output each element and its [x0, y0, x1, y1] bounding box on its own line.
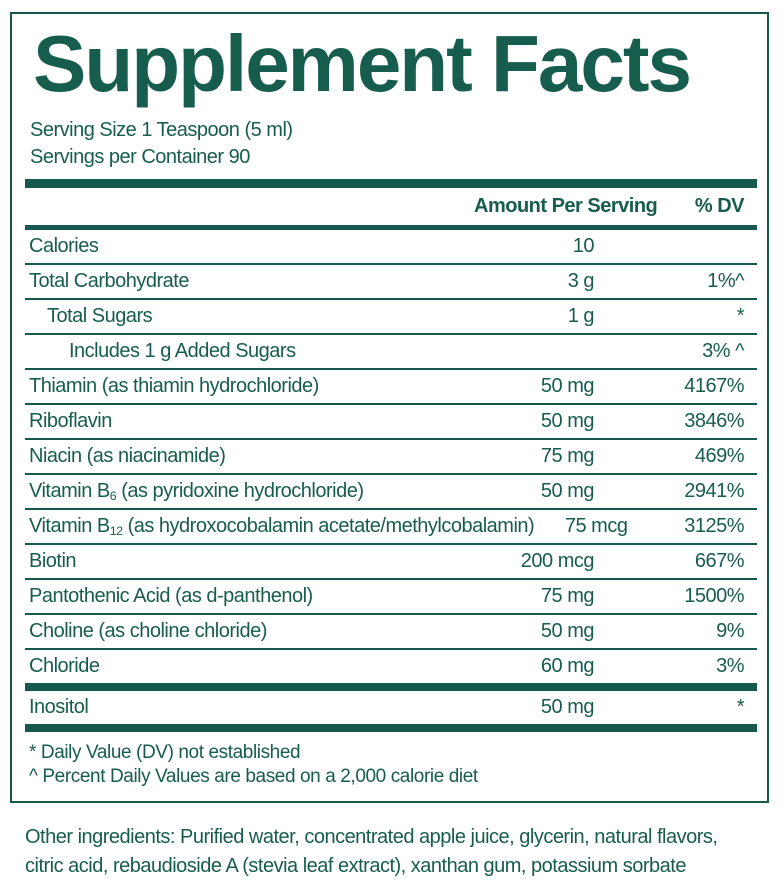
- footnote-dv-not-established: * Daily Value (DV) not established: [29, 742, 301, 764]
- nutrient-amount: 50 mg: [540, 696, 595, 719]
- nutrient-dv: 667%: [694, 550, 745, 573]
- table-row: Total Carbohydrate 3 g 1%^: [25, 263, 757, 298]
- nutrient-name: Niacin (as niacinamide): [29, 445, 226, 468]
- nutrient-dv: *: [736, 305, 745, 328]
- nutrient-dv: 3125%: [684, 515, 744, 538]
- serving-size-text: Serving Size 1 Teaspoon (5 ml): [30, 119, 293, 142]
- table-row: Pantothenic Acid (as d-panthenol) 75 mg 15…: [25, 578, 757, 613]
- nutrient-name: Total Carbohydrate: [29, 270, 189, 293]
- supplement-facts-panel: Supplement Facts Serving Size 1 Teaspoon…: [10, 12, 769, 804]
- nutrient-amount: 3 g: [567, 270, 595, 293]
- nutrient-amount: 75 mcg: [564, 515, 628, 538]
- nutrient-name: Total Sugars: [47, 305, 153, 328]
- nutrient-name: Includes 1 g Added Sugars: [69, 340, 296, 363]
- nutrient-amount: 50 mg: [540, 620, 595, 643]
- nutrient-name: Biotin: [29, 550, 77, 573]
- nutrient-amount: 60 mg: [540, 655, 595, 678]
- nutrient-dv: 469%: [694, 445, 745, 468]
- divider-thick-bottom: [25, 724, 757, 733]
- nutrient-amount: 200 mcg: [520, 550, 595, 573]
- nutrient-dv: 3846%: [684, 410, 744, 433]
- table-row: Choline (as choline chloride) 50 mg 9%: [25, 613, 757, 648]
- table-row: Vitamin B6 (as pyridoxine hydrochloride)…: [25, 473, 757, 508]
- nutrient-dv: 4167%: [684, 375, 744, 398]
- table-row: Riboflavin 50 mg 3846%: [25, 403, 757, 438]
- footnote-percent-daily-values: ^ Percent Daily Values are based on a 2,…: [29, 766, 478, 788]
- divider-thick-top: [25, 179, 757, 189]
- nutrient-name: Pantothenic Acid (as d-panthenol): [29, 585, 313, 608]
- nutrient-name: Vitamin B12 (as hydroxocobalamin acetate…: [29, 515, 535, 539]
- nutrient-name: Chloride: [29, 655, 100, 678]
- nutrient-name: Choline (as choline chloride): [29, 620, 267, 643]
- table-row: Thiamin (as thiamin hydrochloride) 50 mg 4…: [25, 368, 757, 403]
- nutrient-dv: 9%: [716, 620, 744, 643]
- table-row: Biotin 200 mcg 667%: [25, 543, 757, 578]
- table-row: Chloride 60 mg 3%: [25, 648, 757, 683]
- other-ingredients: Other ingredients: Purified water, conce…: [25, 826, 718, 877]
- nutrient-dv: 3% ^: [702, 340, 744, 363]
- table-row: Niacin (as niacinamide) 75 mg 469%: [25, 438, 757, 473]
- table-header-row: Amount Per Serving % DV: [25, 188, 757, 231]
- nutrient-dv: 1500%: [684, 585, 744, 608]
- nutrient-name: Calories: [29, 235, 99, 258]
- nutrient-amount: 75 mg: [540, 585, 595, 608]
- table-row: Total Sugars 1 g *: [25, 298, 757, 333]
- serving-info: Serving Size 1 Teaspoon (5 ml) Servings …: [30, 117, 757, 171]
- footnotes: * Daily Value (DV) not established ^ Per…: [25, 732, 757, 793]
- panel-title: Supplement Facts: [33, 19, 692, 108]
- column-header-amount: Amount Per Serving: [474, 195, 658, 218]
- servings-per-container-text: Servings per Container 90: [30, 146, 250, 169]
- nutrient-dv: *: [736, 696, 745, 719]
- nutrient-amount: 50 mg: [540, 480, 595, 503]
- nutrient-name: Inositol: [29, 696, 89, 719]
- table-row: Inositol 50 mg *: [25, 683, 757, 724]
- column-header-dv: % DV: [694, 195, 745, 218]
- nutrient-amount: 1 g: [567, 305, 595, 328]
- nutrient-name: Riboflavin: [29, 410, 112, 433]
- nutrient-amount: 50 mg: [540, 375, 595, 398]
- nutrient-amount: 10: [572, 235, 595, 258]
- nutrient-dv: 3%: [716, 655, 744, 678]
- table-row: Includes 1 g Added Sugars 3% ^: [25, 333, 757, 368]
- nutrient-table: Calories 10 Total Carbohydrate 3 g 1%^ Total …: [25, 230, 757, 724]
- table-row: Calories 10: [25, 230, 757, 263]
- nutrient-dv: 2941%: [684, 480, 744, 503]
- nutrient-name: Thiamin (as thiamin hydrochloride): [29, 375, 319, 398]
- nutrient-amount: 50 mg: [540, 410, 595, 433]
- nutrient-amount: 75 mg: [540, 445, 595, 468]
- nutrient-name: Vitamin B6 (as pyridoxine hydrochloride): [29, 480, 364, 504]
- nutrient-dv: 1%^: [707, 270, 744, 293]
- table-row: Vitamin B12 (as hydroxocobalamin acetate…: [25, 508, 757, 543]
